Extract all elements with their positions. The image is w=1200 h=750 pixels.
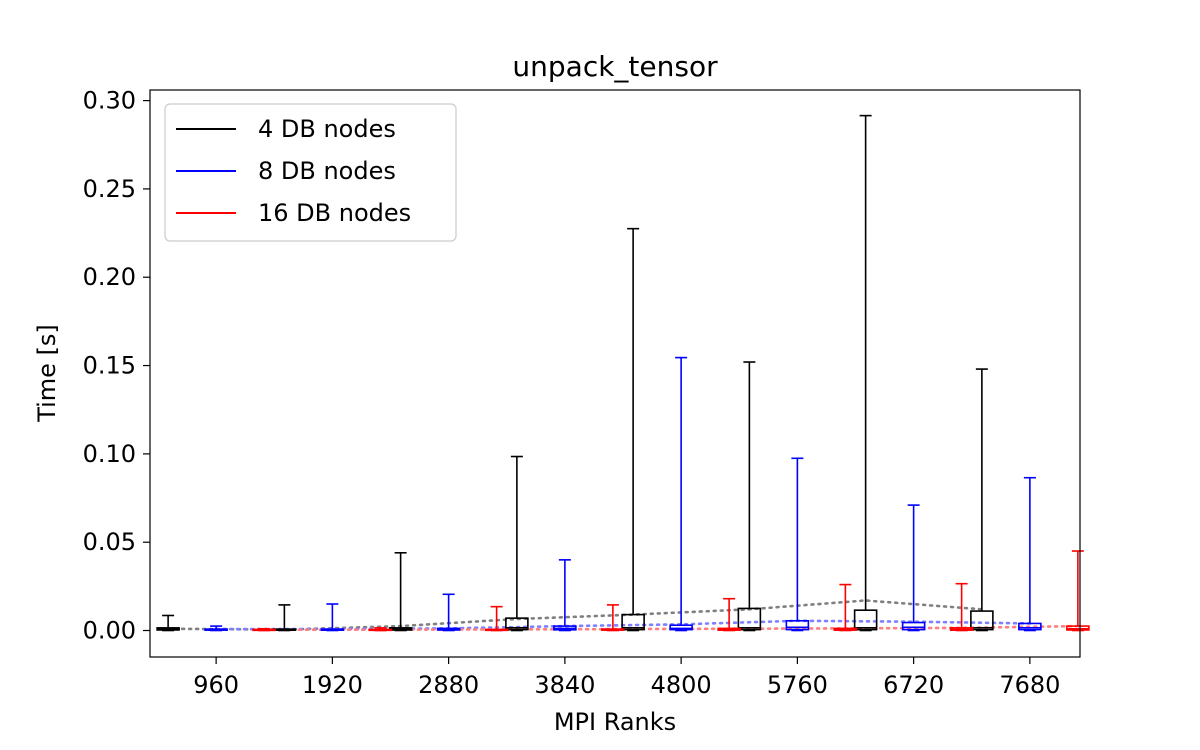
y-tick-label: 0.30 bbox=[83, 87, 136, 115]
x-tick-label: 5760 bbox=[767, 671, 828, 699]
box-iqr bbox=[737, 607, 762, 631]
box-plot bbox=[601, 604, 625, 632]
y-tick-label: 0.20 bbox=[83, 263, 136, 291]
box-plot bbox=[436, 593, 461, 632]
box-plot bbox=[737, 361, 762, 632]
y-tick-label: 0.10 bbox=[83, 440, 136, 468]
x-tick-label: 960 bbox=[193, 671, 239, 699]
box-plot bbox=[156, 614, 180, 632]
box-plot bbox=[669, 356, 693, 632]
box-plot bbox=[901, 504, 926, 632]
x-tick-label: 2880 bbox=[418, 671, 479, 699]
x-axis-label: MPI Ranks bbox=[554, 708, 676, 736]
box-plot bbox=[621, 227, 645, 632]
box-plot bbox=[204, 625, 228, 632]
box-plot bbox=[320, 603, 345, 632]
y-tick-label: 0.15 bbox=[83, 352, 136, 380]
y-tick-label: 0.00 bbox=[83, 617, 136, 645]
box-plot bbox=[553, 559, 577, 632]
box-plot bbox=[368, 627, 393, 632]
box-plot bbox=[833, 583, 858, 632]
trend-line-1 bbox=[166, 599, 984, 631]
y-tick-label: 0.25 bbox=[83, 175, 136, 203]
box-plot bbox=[252, 627, 276, 632]
y-axis-label: Time [s] bbox=[33, 324, 61, 423]
y-tick-label: 0.05 bbox=[83, 528, 136, 556]
plot-frame bbox=[149, 89, 1081, 658]
box-iqr bbox=[901, 621, 926, 631]
legend-frame bbox=[164, 103, 457, 242]
box-iqr bbox=[669, 624, 693, 631]
box-iqr bbox=[1018, 622, 1042, 631]
x-tick-label: 6720 bbox=[883, 671, 944, 699]
box-plot bbox=[785, 457, 810, 632]
box-plot bbox=[853, 114, 878, 632]
box-plot bbox=[949, 582, 974, 632]
trend-line-2 bbox=[214, 619, 1032, 631]
legend-label: 8 DB nodes bbox=[258, 157, 396, 185]
box-plot bbox=[717, 597, 741, 632]
legend-label: 4 DB nodes bbox=[258, 115, 396, 143]
chart-title: unpack_tensor bbox=[512, 50, 718, 83]
box-iqr bbox=[785, 619, 810, 631]
x-tick-label: 1920 bbox=[302, 671, 363, 699]
box-plot bbox=[1018, 476, 1042, 632]
box-iqr bbox=[505, 617, 529, 631]
box-plot bbox=[505, 455, 529, 632]
legend: 4 DB nodes 8 DB nodes 16 DB nodes bbox=[164, 103, 457, 242]
x-tick-label: 4800 bbox=[651, 671, 712, 699]
axes: 0.00 0.05 0.10 0.15 0.20 0.25 0.30 960 1920 2880 3… bbox=[83, 87, 1081, 699]
box-iqr bbox=[853, 609, 878, 631]
box-iqr bbox=[970, 610, 994, 631]
legend-label: 16 DB nodes bbox=[258, 199, 411, 227]
box-plot bbox=[484, 605, 509, 632]
box-iqr bbox=[621, 613, 645, 631]
x-tick-label: 7680 bbox=[999, 671, 1060, 699]
box-plot bbox=[1066, 550, 1090, 632]
x-tick-label: 3840 bbox=[534, 671, 595, 699]
box-plots bbox=[156, 114, 1090, 632]
box-plot bbox=[970, 368, 994, 632]
